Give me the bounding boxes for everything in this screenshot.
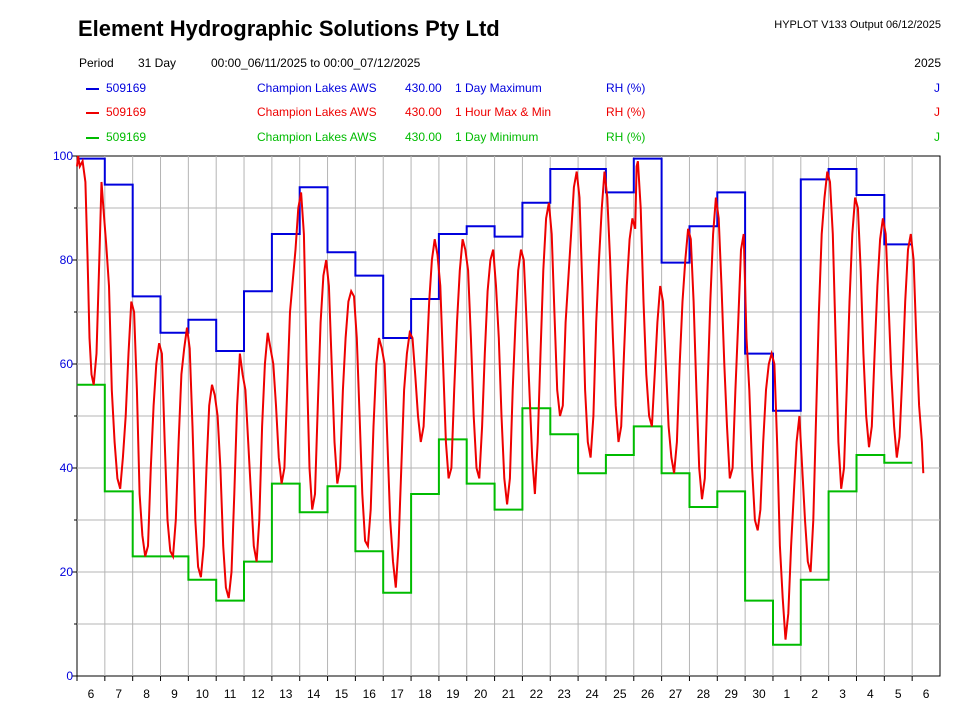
version-output-label: HYPLOT V133 Output 06/12/2025 [774,19,941,31]
x-tick-label: 12 [251,687,265,701]
y-tick-label: 80 [60,253,74,267]
legend-swatch-hourly [86,112,99,114]
x-tick-label: 11 [224,687,237,701]
report-title: Element Hydrographic Solutions Pty Ltd [78,16,500,41]
legend-station: Champion Lakes AWS [257,105,377,119]
legend-variable: 430.00 [405,105,442,119]
series-line-1-hour-max-min [76,155,925,640]
x-tick-label: 16 [363,687,377,701]
legend-flag: J [934,105,940,119]
legend-unit: RH (%) [606,105,646,119]
x-tick-label: 18 [418,687,432,701]
x-tick-label: 5 [895,687,902,701]
x-axis: 6 7 8 9 10 11 12 13 14 15 16 17 18 19 20 21 22 23 24 25 26 27… [76,676,930,701]
x-tick-label: 19 [446,687,460,701]
x-tick-label: 13 [279,687,293,701]
x-tick-label: 29 [725,687,739,701]
x-tick-label: 26 [641,687,655,701]
legend-description: 1 Day Minimum [455,130,539,144]
legend-swatch-min [86,137,99,139]
legend-variable: 430.00 [405,130,442,144]
y-tick-label: 40 [60,461,74,475]
grid [77,156,940,676]
x-tick-label: 6 [88,687,95,701]
legend-description: 1 Hour Max & Min [455,105,552,119]
x-tick-label: 9 [171,687,178,701]
legend-swatch-max [86,88,99,90]
x-tick-label: 8 [143,687,150,701]
series-line-1-day-minimum [77,383,913,646]
x-tick-label: 27 [669,687,683,701]
legend-site: 509169 [106,105,147,119]
x-tick-label: 6 [923,687,930,701]
x-tick-label: 28 [697,687,711,701]
y-axis: 100 80 60 40 20 0 [53,149,77,683]
legend-site: 509169 [106,130,147,144]
x-tick-label: 3 [839,687,846,701]
x-tick-label: 14 [307,687,321,701]
x-tick-label: 17 [390,687,404,701]
period-range: 00:00_06/11/2025 to 00:00_07/12/2025 [211,56,421,70]
period-label: Period [79,56,114,70]
x-tick-label: 15 [335,687,349,701]
y-tick-label: 20 [60,565,74,579]
x-tick-label: 7 [115,687,122,701]
x-tick-label: 1 [784,687,791,701]
legend-variable: 430.00 [405,81,442,95]
legend-flag: J [934,130,940,144]
x-tick-label: 30 [752,687,766,701]
x-tick-label: 4 [867,687,874,701]
x-tick-label: 23 [557,687,571,701]
period-value: 31 Day [138,56,177,70]
year-label: 2025 [914,56,941,70]
y-tick-label: 100 [53,149,73,163]
x-tick-label: 10 [196,687,210,701]
legend-description: 1 Day Maximum [455,81,542,95]
legend-unit: RH (%) [606,130,646,144]
legend-station: Champion Lakes AWS [257,81,377,95]
series-group [76,155,925,646]
x-tick-label: 20 [474,687,488,701]
legend-station: Champion Lakes AWS [257,130,377,144]
x-tick-label: 2 [811,687,818,701]
legend-unit: RH (%) [606,81,646,95]
y-tick-label: 60 [60,357,74,371]
x-tick-label: 22 [530,687,544,701]
y-tick-label: 0 [66,669,73,683]
legend-flag: J [934,81,940,95]
legend-site: 509169 [106,81,147,95]
x-tick-label: 21 [502,687,516,701]
x-tick-label: 24 [585,687,599,701]
x-tick-label: 25 [613,687,627,701]
series-line-1-day-maximum [77,157,913,412]
